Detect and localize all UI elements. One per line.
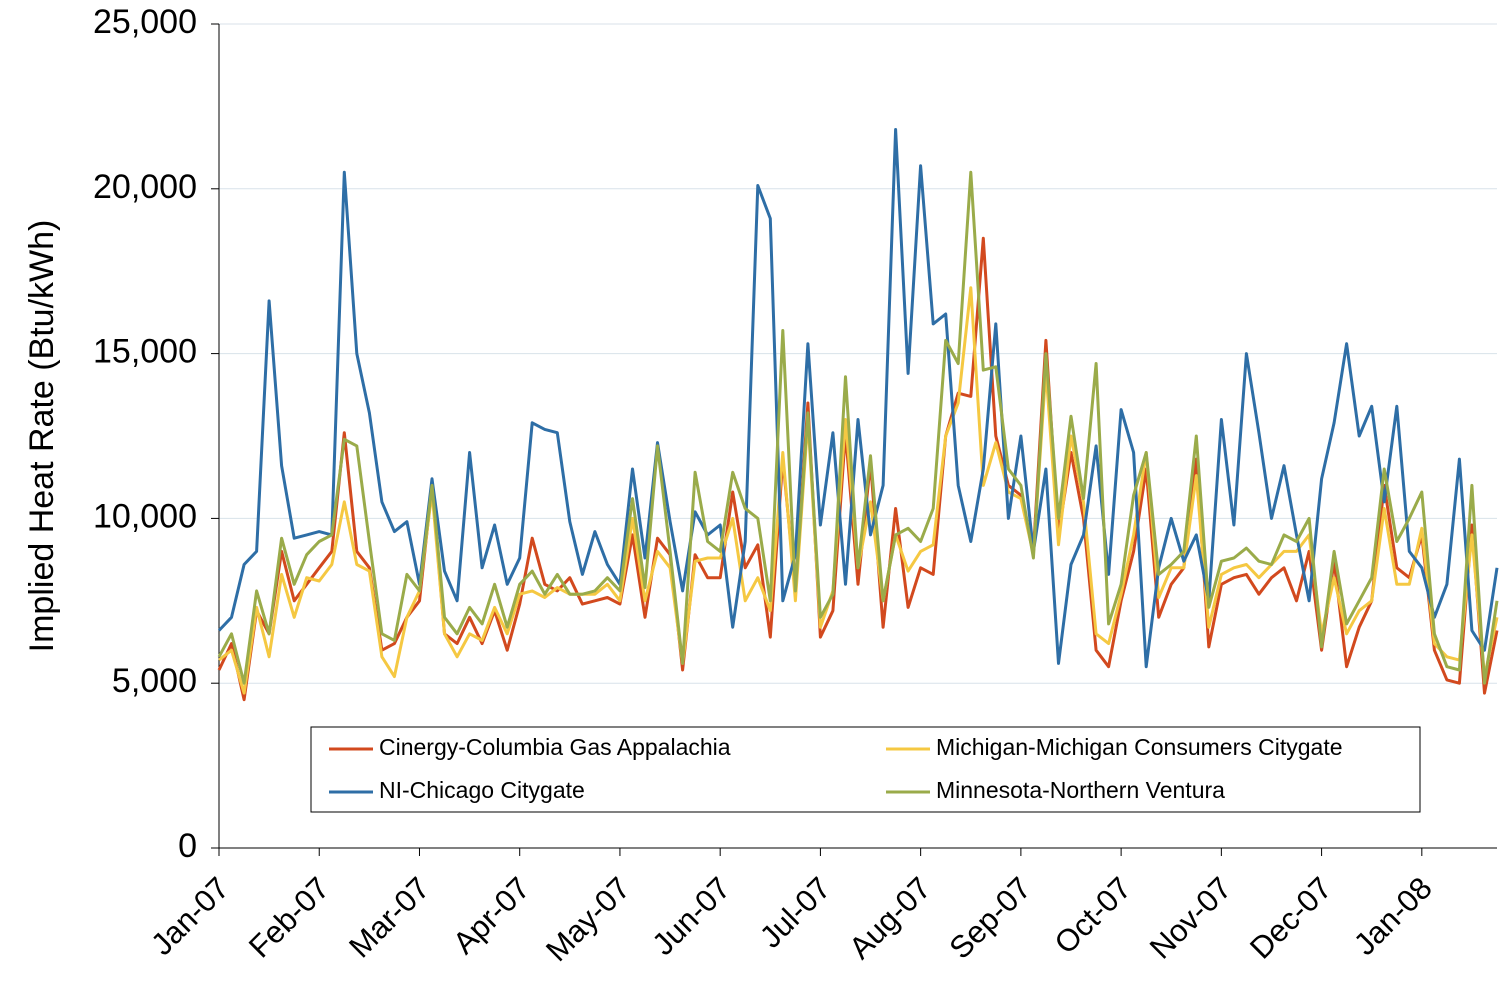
legend-label: Minnesota-Northern Ventura (936, 777, 1225, 803)
legend-box (310, 726, 1421, 813)
x-tick-label: Oct-07 (1048, 870, 1139, 961)
legend-label: Cinergy-Columbia Gas Appalachia (379, 734, 731, 760)
x-tick-label: Aug-07 (842, 870, 937, 965)
y-tick-label: 0 (178, 827, 197, 865)
x-tick-label: Jan-07 (144, 870, 236, 962)
x-tick-label: Feb-07 (242, 870, 336, 964)
x-tick-label: Dec-07 (1243, 870, 1338, 965)
x-tick-label: Sep-07 (942, 870, 1037, 965)
x-tick-label: May-07 (539, 870, 637, 968)
series-line (218, 286, 1499, 695)
legend-label: Michigan-Michigan Consumers Citygate (936, 734, 1343, 760)
y-axis-label: Implied Heat Rate (Btu/kWh) (23, 220, 61, 653)
legend-label: NI-Chicago Citygate (379, 777, 585, 803)
series-line (217, 236, 1499, 702)
x-tick-label: Mar-07 (342, 870, 436, 964)
y-tick-label: 10,000 (93, 497, 197, 535)
x-tick-label: Apr-07 (446, 870, 537, 961)
series-line (217, 170, 1499, 685)
y-tick-label: 25,000 (93, 3, 197, 41)
y-tick-label: 15,000 (93, 333, 197, 371)
y-tick-label: 5,000 (112, 662, 197, 700)
x-tick-label: Nov-07 (1143, 870, 1238, 965)
y-tick-label: 20,000 (93, 168, 197, 206)
x-tick-label: Jul-07 (753, 870, 837, 954)
x-tick-label: Jun-07 (645, 870, 737, 962)
x-tick-label: Jan-08 (1347, 870, 1439, 962)
series-line (217, 128, 1499, 669)
